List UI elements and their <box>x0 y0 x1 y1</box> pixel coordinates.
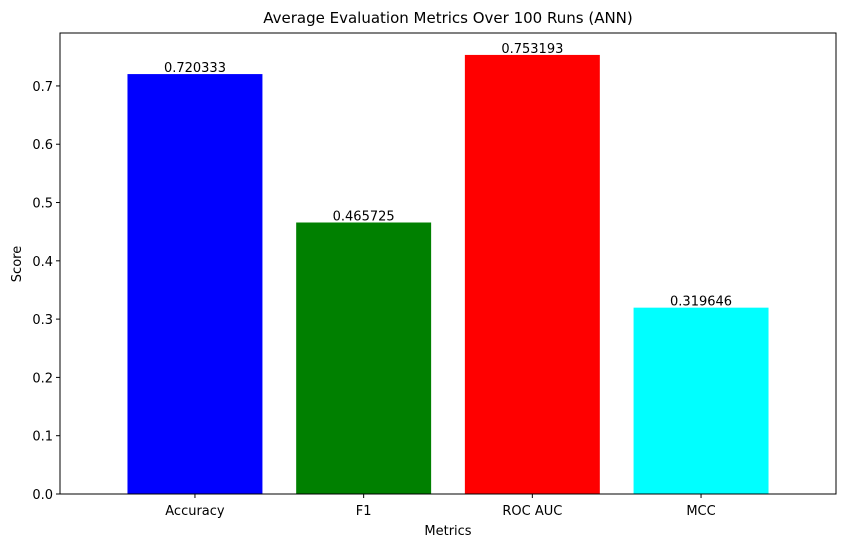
y-tick-label: 0.7 <box>32 80 53 95</box>
bar-accuracy <box>127 74 263 495</box>
y-axis-ticks: 0.0 0.1 0.2 0.3 0.4 0.5 0.6 0.7 <box>32 80 60 503</box>
bar-roc-auc <box>464 54 600 494</box>
y-tick-label: 0.5 <box>32 197 53 212</box>
bar-value-label: 0.319646 <box>670 295 732 310</box>
plot-frame <box>59 32 837 495</box>
y-tick-label: 0.6 <box>32 138 53 153</box>
x-tick-label: MCC <box>686 504 715 519</box>
x-axis-label: Metrics <box>424 524 471 539</box>
bars-group <box>127 54 769 495</box>
bar-value-label: 0.465725 <box>333 210 395 225</box>
x-tick-label: F1 <box>356 504 372 519</box>
chart-title: Average Evaluation Metrics Over 100 Runs… <box>263 9 633 27</box>
x-axis-ticks: Accuracy F1 ROC AUC MCC <box>165 494 716 519</box>
y-tick-label: 0.1 <box>32 430 53 445</box>
x-tick-label: ROC AUC <box>502 504 562 519</box>
y-tick-label: 0.2 <box>32 371 53 386</box>
bar-mcc <box>633 307 769 494</box>
y-tick-label: 0.0 <box>32 488 53 503</box>
bar-value-label: 0.753193 <box>501 42 563 57</box>
bar-value-label: 0.720333 <box>164 61 226 76</box>
y-tick-label: 0.3 <box>32 313 53 328</box>
bar-value-labels: 0.720333 0.465725 0.753193 0.319646 <box>164 42 732 310</box>
bar-f1 <box>296 222 432 494</box>
y-tick-label: 0.4 <box>32 255 53 270</box>
x-tick-label: Accuracy <box>165 504 225 519</box>
y-axis-label: Score <box>10 246 25 282</box>
